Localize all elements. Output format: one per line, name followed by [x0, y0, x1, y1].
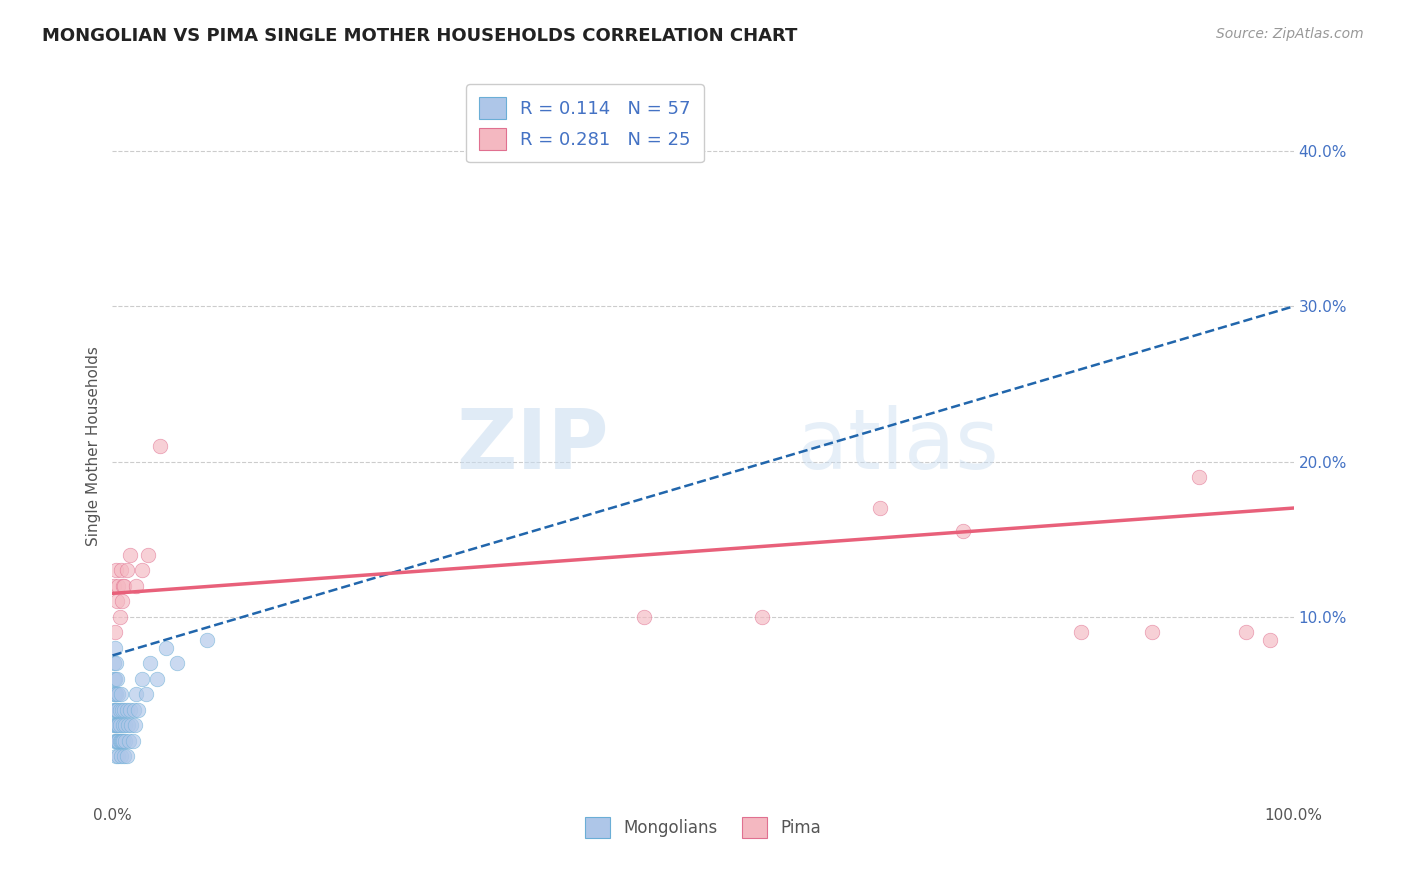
Point — [117, 718, 139, 732]
Point — [122, 703, 145, 717]
Point — [633, 609, 655, 624]
Point — [105, 563, 128, 577]
Point — [125, 687, 148, 701]
Point — [125, 579, 148, 593]
Point — [105, 672, 128, 686]
Point — [120, 548, 142, 562]
Point — [105, 718, 128, 732]
Text: atlas: atlas — [797, 406, 1000, 486]
Point — [112, 579, 135, 593]
Point — [136, 548, 159, 562]
Point — [105, 733, 128, 747]
Point — [1258, 632, 1281, 647]
Text: ZIP: ZIP — [456, 406, 609, 486]
Point — [105, 733, 128, 747]
Point — [104, 703, 127, 717]
Point — [107, 579, 129, 593]
Point — [1234, 625, 1257, 640]
Point — [104, 640, 127, 655]
Point — [131, 563, 153, 577]
Point — [127, 703, 149, 717]
Point — [1140, 625, 1163, 640]
Point — [112, 749, 135, 764]
Point — [112, 703, 135, 717]
Point — [869, 501, 891, 516]
Point — [103, 703, 125, 717]
Point — [107, 687, 129, 701]
Point — [107, 718, 129, 732]
Point — [149, 439, 172, 453]
Point — [105, 703, 128, 717]
Point — [115, 563, 138, 577]
Point — [104, 733, 127, 747]
Point — [155, 640, 177, 655]
Point — [103, 718, 125, 732]
Point — [118, 733, 141, 747]
Point — [195, 632, 218, 647]
Point — [108, 703, 131, 717]
Point — [105, 703, 128, 717]
Point — [110, 687, 132, 701]
Point — [120, 703, 142, 717]
Point — [166, 656, 188, 670]
Point — [105, 687, 128, 701]
Point — [111, 594, 134, 608]
Point — [103, 687, 125, 701]
Point — [1188, 470, 1211, 484]
Point — [121, 733, 143, 747]
Point — [114, 733, 136, 747]
Point — [112, 718, 135, 732]
Text: MONGOLIAN VS PIMA SINGLE MOTHER HOUSEHOLDS CORRELATION CHART: MONGOLIAN VS PIMA SINGLE MOTHER HOUSEHOL… — [42, 27, 797, 45]
Point — [115, 749, 138, 764]
Point — [105, 718, 128, 732]
Point — [131, 672, 153, 686]
Legend: Mongolians, Pima: Mongolians, Pima — [578, 811, 828, 845]
Point — [103, 672, 125, 686]
Text: Source: ZipAtlas.com: Source: ZipAtlas.com — [1216, 27, 1364, 41]
Point — [105, 594, 128, 608]
Point — [108, 733, 131, 747]
Point — [107, 733, 129, 747]
Point — [146, 672, 169, 686]
Point — [105, 749, 128, 764]
Point — [112, 579, 135, 593]
Point — [139, 656, 162, 670]
Point — [110, 563, 132, 577]
Point — [104, 672, 127, 686]
Point — [108, 718, 131, 732]
Point — [107, 749, 129, 764]
Point — [120, 718, 142, 732]
Point — [1070, 625, 1092, 640]
Point — [135, 687, 157, 701]
Point — [111, 703, 134, 717]
Point — [110, 749, 132, 764]
Point — [124, 718, 146, 732]
Point — [104, 625, 127, 640]
Point — [103, 579, 125, 593]
Point — [104, 687, 127, 701]
Point — [104, 718, 127, 732]
Point — [751, 609, 773, 624]
Point — [112, 733, 135, 747]
Point — [114, 718, 136, 732]
Point — [115, 703, 138, 717]
Point — [111, 733, 134, 747]
Point — [105, 656, 128, 670]
Point — [952, 524, 974, 539]
Point — [103, 656, 125, 670]
Y-axis label: Single Mother Households: Single Mother Households — [86, 346, 101, 546]
Point — [108, 609, 131, 624]
Point — [110, 733, 132, 747]
